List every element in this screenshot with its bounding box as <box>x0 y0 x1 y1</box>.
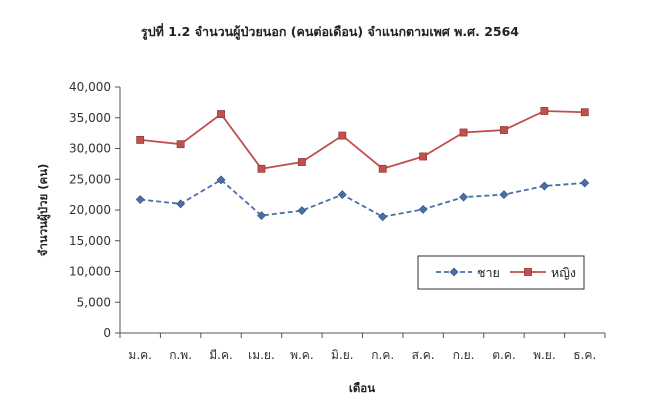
data-point <box>136 135 145 144</box>
x-axis-label: เดือน <box>349 381 375 395</box>
series-line <box>140 110 585 170</box>
legend-label: หญิง <box>551 265 576 280</box>
data-point <box>419 152 428 161</box>
x-tick-label: ก.พ. <box>169 348 192 362</box>
x-axis: ม.ค. ก.พ. มี.ค. เม.ย. พ.ค. มิ.ย. ก.ค. ส.ค. ก.ย. ต… <box>119 332 606 362</box>
y-tick-label: 5,000 <box>77 295 111 309</box>
data-point <box>459 192 468 202</box>
chart-title: รูปที่ 1.2 จำนวนผู้ป่วยนอก (คนต่อเดือน) … <box>140 24 519 39</box>
data-point <box>135 195 145 204</box>
series-group <box>135 107 590 222</box>
x-tick-label: พ.ย. <box>533 348 556 362</box>
data-point <box>176 140 185 149</box>
data-point <box>257 211 266 220</box>
data-point <box>378 164 387 173</box>
data-point <box>176 199 186 209</box>
x-tick-label: ม.ค. <box>128 348 152 362</box>
x-tick-label: ก.ย. <box>453 348 475 362</box>
series-male <box>135 175 590 222</box>
legend: ชาย หญิง <box>417 255 585 290</box>
data-point <box>257 164 266 173</box>
y-tick-label: 20,000 <box>69 203 111 217</box>
data-point <box>539 181 549 191</box>
x-tick-label: ต.ค. <box>492 348 515 362</box>
data-point <box>297 158 306 166</box>
y-tick-label: 25,000 <box>69 172 111 186</box>
data-point <box>338 131 347 140</box>
x-tick-label: มิ.ย. <box>331 348 354 362</box>
data-point <box>500 126 508 134</box>
y-axis: 0 5,000 10,000 15,000 20,000 25,000 30,000 35,0… <box>69 80 121 340</box>
y-tick-label: 0 <box>103 326 111 340</box>
x-tick-label: พ.ค. <box>290 348 314 362</box>
x-tick-label: ธ.ค. <box>573 348 596 362</box>
x-tick-label: มี.ค. <box>209 348 233 362</box>
x-tick-label: เม.ย. <box>248 348 275 362</box>
data-point <box>217 110 225 118</box>
x-tick-label: ส.ค. <box>412 348 435 362</box>
data-point <box>216 175 226 185</box>
data-point <box>297 206 307 216</box>
data-point <box>580 108 589 117</box>
y-tick-label: 10,000 <box>69 265 111 279</box>
data-point <box>499 190 509 200</box>
legend-marker <box>449 267 459 277</box>
data-point <box>459 128 468 137</box>
y-tick-label: 30,000 <box>69 142 111 156</box>
series-line <box>140 178 585 218</box>
y-tick-label: 40,000 <box>69 80 111 94</box>
y-tick-label: 15,000 <box>69 234 111 248</box>
legend-marker <box>524 268 532 276</box>
y-tick-label: 35,000 <box>69 111 111 125</box>
data-point <box>378 212 388 222</box>
x-tick-label: ก.ค. <box>371 348 394 362</box>
data-point <box>580 178 590 188</box>
y-axis-label: จำนวนผู้ป่วย (คน) <box>36 164 51 257</box>
legend-label: ชาย <box>477 265 500 280</box>
data-point <box>418 204 428 214</box>
data-point <box>540 107 549 115</box>
data-point <box>337 190 347 200</box>
series-female <box>136 107 589 173</box>
